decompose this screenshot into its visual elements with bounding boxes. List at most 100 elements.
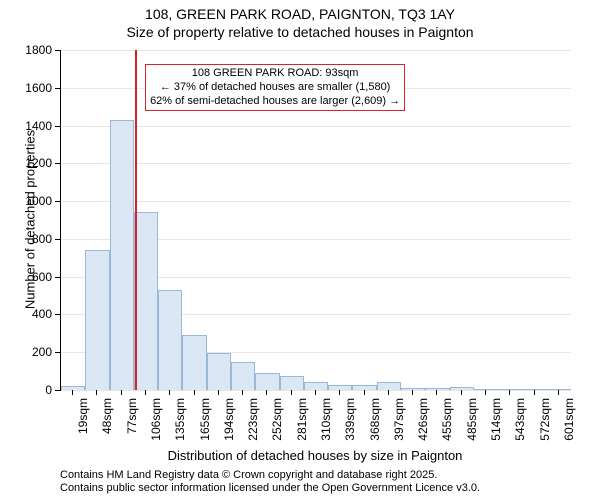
histogram-bar	[85, 250, 109, 390]
histogram-bar	[450, 387, 474, 390]
x-tick-label: 339sqm	[343, 398, 357, 441]
y-tick-label: 800	[0, 232, 52, 246]
histogram-bar	[401, 388, 425, 390]
x-tick-label: 77sqm	[125, 398, 139, 434]
x-tick-label: 368sqm	[368, 398, 382, 441]
histogram-bar	[377, 382, 401, 390]
y-gridline	[61, 390, 571, 391]
y-tick-label: 1800	[0, 43, 52, 57]
x-tick-mark	[388, 390, 389, 395]
histogram-bar	[182, 335, 206, 390]
histogram-bar	[255, 373, 279, 390]
x-tick-mark	[558, 390, 559, 395]
histogram-bar	[547, 389, 571, 390]
y-gridline	[61, 163, 571, 164]
x-tick-label: 194sqm	[222, 398, 236, 441]
y-tick-mark	[55, 239, 60, 240]
y-tick-mark	[55, 50, 60, 51]
y-gridline	[61, 126, 571, 127]
x-tick-label: 572sqm	[538, 398, 552, 441]
x-tick-label: 165sqm	[198, 398, 212, 441]
x-tick-label: 397sqm	[392, 398, 406, 441]
x-tick-label: 281sqm	[295, 398, 309, 441]
x-tick-label: 426sqm	[416, 398, 430, 441]
y-gridline	[61, 50, 571, 51]
x-tick-mark	[534, 390, 535, 395]
histogram-bar	[61, 386, 85, 390]
x-tick-label: 252sqm	[270, 398, 284, 441]
x-tick-mark	[145, 390, 146, 395]
attribution-footer: Contains HM Land Registry data © Crown c…	[60, 469, 480, 497]
histogram-bar	[498, 389, 522, 390]
footer-line-2: Contains public sector information licen…	[60, 482, 480, 496]
x-tick-mark	[96, 390, 97, 395]
x-tick-mark	[364, 390, 365, 395]
y-tick-mark	[55, 314, 60, 315]
annotation-box: 108 GREEN PARK ROAD: 93sqm← 37% of detac…	[145, 64, 405, 111]
plot-area: 108 GREEN PARK ROAD: 93sqm← 37% of detac…	[60, 50, 571, 391]
x-tick-label: 19sqm	[76, 398, 90, 434]
x-tick-mark	[169, 390, 170, 395]
x-tick-mark	[242, 390, 243, 395]
y-tick-mark	[55, 277, 60, 278]
y-tick-label: 1200	[0, 156, 52, 170]
x-tick-mark	[291, 390, 292, 395]
x-tick-label: 48sqm	[100, 398, 114, 434]
y-tick-label: 1600	[0, 81, 52, 95]
histogram-bar	[352, 385, 376, 390]
y-tick-mark	[55, 163, 60, 164]
x-tick-label: 310sqm	[319, 398, 333, 441]
x-tick-mark	[436, 390, 437, 395]
histogram-bar	[280, 376, 304, 390]
chart-title-line1: 108, GREEN PARK ROAD, PAIGNTON, TQ3 1AY	[0, 6, 600, 22]
y-tick-mark	[55, 201, 60, 202]
x-tick-mark	[461, 390, 462, 395]
y-tick-label: 400	[0, 307, 52, 321]
x-tick-mark	[412, 390, 413, 395]
histogram-bar	[231, 362, 255, 390]
y-tick-label: 1000	[0, 194, 52, 208]
histogram-bar	[328, 385, 352, 390]
y-tick-label: 600	[0, 270, 52, 284]
reference-line	[135, 50, 137, 390]
y-tick-mark	[55, 352, 60, 353]
histogram-bar	[158, 290, 182, 390]
x-tick-mark	[72, 390, 73, 395]
y-tick-label: 200	[0, 345, 52, 359]
x-tick-label: 485sqm	[465, 398, 479, 441]
x-axis-label: Distribution of detached houses by size …	[60, 448, 570, 463]
x-tick-label: 135sqm	[173, 398, 187, 441]
y-tick-mark	[55, 88, 60, 89]
footer-line-1: Contains HM Land Registry data © Crown c…	[60, 469, 480, 483]
y-axis-label: Number of detached properties	[23, 120, 38, 320]
histogram-bar	[522, 389, 546, 390]
x-tick-mark	[121, 390, 122, 395]
x-tick-mark	[339, 390, 340, 395]
x-tick-label: 223sqm	[246, 398, 260, 441]
annotation-line: ← 37% of detached houses are smaller (1,…	[150, 81, 400, 95]
x-tick-label: 601sqm	[562, 398, 576, 441]
x-tick-mark	[194, 390, 195, 395]
histogram-bar	[304, 382, 328, 390]
annotation-line: 62% of semi-detached houses are larger (…	[150, 95, 400, 109]
x-tick-mark	[315, 390, 316, 395]
y-tick-mark	[55, 126, 60, 127]
annotation-line: 108 GREEN PARK ROAD: 93sqm	[150, 67, 400, 81]
y-tick-label: 0	[0, 383, 52, 397]
chart-title-line2: Size of property relative to detached ho…	[0, 24, 600, 40]
x-tick-mark	[218, 390, 219, 395]
y-tick-label: 1400	[0, 119, 52, 133]
histogram-bar	[134, 212, 158, 390]
y-tick-mark	[55, 390, 60, 391]
x-tick-label: 455sqm	[440, 398, 454, 441]
x-tick-label: 543sqm	[513, 398, 527, 441]
x-tick-mark	[509, 390, 510, 395]
histogram-bar	[425, 388, 449, 390]
histogram-bar	[207, 353, 231, 390]
x-tick-mark	[485, 390, 486, 395]
y-gridline	[61, 201, 571, 202]
chart-container: 108, GREEN PARK ROAD, PAIGNTON, TQ3 1AY …	[0, 0, 600, 500]
x-tick-mark	[266, 390, 267, 395]
x-tick-label: 514sqm	[489, 398, 503, 441]
histogram-bar	[110, 120, 134, 390]
